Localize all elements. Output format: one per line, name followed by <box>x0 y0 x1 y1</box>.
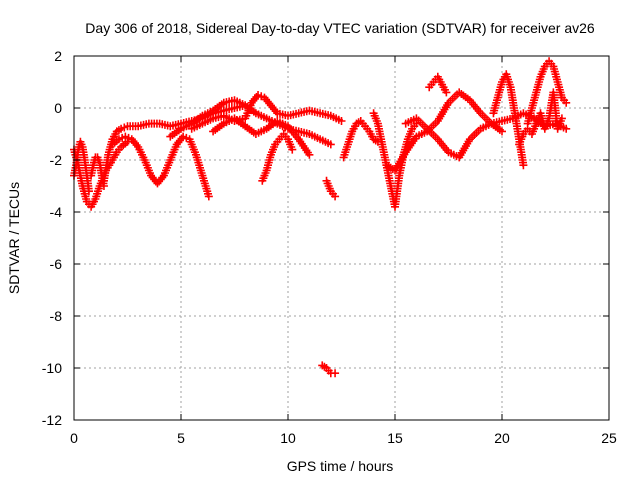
y-tick-label: -2 <box>50 152 63 168</box>
data-point <box>288 145 297 154</box>
x-tick-label: 0 <box>70 430 78 446</box>
y-tick-label: -8 <box>50 308 63 324</box>
series-arc9 <box>258 130 297 185</box>
x-tick-label: 25 <box>601 430 617 446</box>
data-point <box>204 192 213 201</box>
series-arc17 <box>489 70 528 170</box>
series-arc5 <box>108 132 213 201</box>
x-tick-label: 20 <box>494 430 510 446</box>
data-point <box>84 187 93 196</box>
x-axis-label: GPS time / hours <box>287 458 394 474</box>
series-arc11 <box>318 361 340 378</box>
data-point <box>326 140 335 149</box>
data-point <box>337 117 346 125</box>
series-arc10 <box>322 176 340 201</box>
x-tick-label: 5 <box>177 430 185 446</box>
y-tick-label: 2 <box>54 48 62 64</box>
series-arc19 <box>515 88 566 149</box>
y-tick-label: -4 <box>50 204 63 220</box>
x-tick-label: 10 <box>280 430 296 446</box>
data-point <box>305 150 314 159</box>
data-point <box>557 114 566 123</box>
data-point <box>562 98 571 107</box>
plot-border <box>73 55 610 421</box>
series-arc14 <box>382 88 506 175</box>
data-point <box>519 161 528 170</box>
data-point <box>331 192 340 201</box>
chart-title: Day 306 of 2018, Sidereal Day-to-day VTE… <box>85 20 595 36</box>
tick-labels: 0 5 10 15 20 25 -12 -10 -8 -6 -4 -2 0 2 <box>42 48 617 446</box>
series-arc8 <box>209 114 314 159</box>
y-tick-label: -6 <box>50 256 63 272</box>
data-point <box>498 127 506 136</box>
y-axis-label: SDTVAR / TECUs <box>6 182 22 294</box>
data-point <box>442 88 451 97</box>
y-tick-label: -12 <box>42 412 62 428</box>
y-tick-label: -10 <box>42 360 62 376</box>
x-tick-label: 15 <box>387 430 403 446</box>
axis-ticks <box>73 55 610 421</box>
data-point <box>331 369 340 378</box>
series-arc12 <box>339 117 382 162</box>
series-arc16 <box>425 72 451 97</box>
data-point <box>562 124 571 133</box>
series-arc7 <box>187 91 346 133</box>
y-tick-label: 0 <box>54 100 62 116</box>
series-arc18 <box>523 57 571 128</box>
data-points <box>70 57 571 378</box>
